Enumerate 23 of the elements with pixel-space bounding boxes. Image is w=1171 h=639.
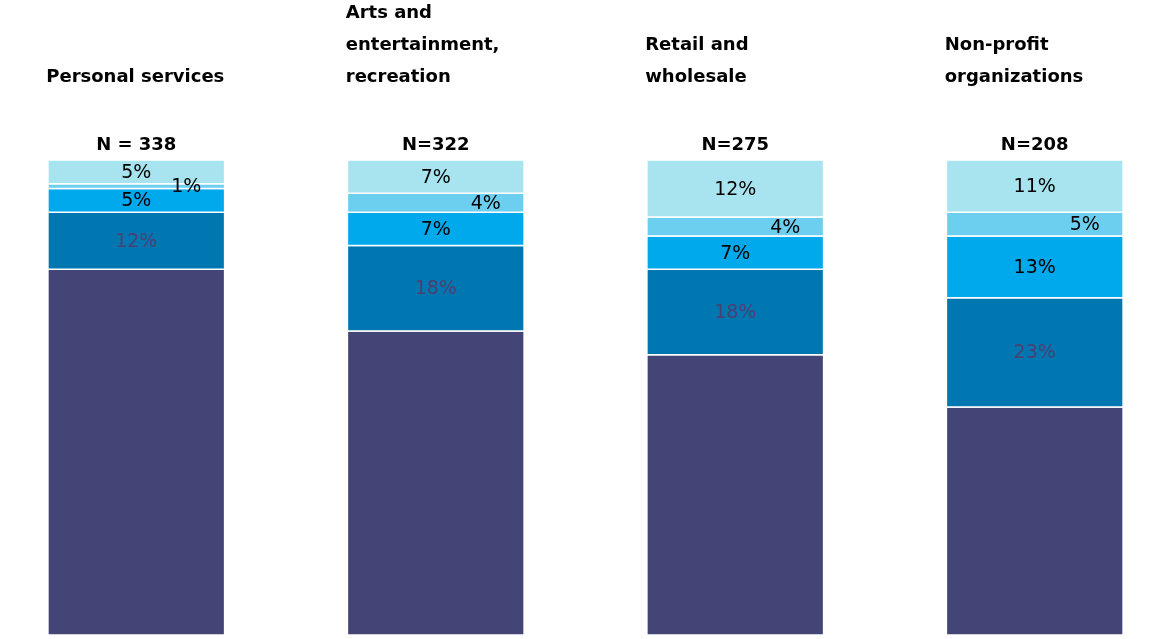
annotation: N=208 <box>1000 133 1069 154</box>
x-tick-label: Personal services <box>46 65 225 86</box>
annotation: N=275 <box>701 133 770 154</box>
data-label: 12% <box>714 176 757 199</box>
data-label: 18% <box>414 276 457 299</box>
data-label: 23% <box>1013 340 1056 363</box>
data-label: 12% <box>115 228 158 251</box>
data-label: 7% <box>720 240 751 263</box>
data-label: 13% <box>1013 254 1056 277</box>
data-label: 4% <box>770 214 801 237</box>
data-label: 18% <box>714 300 757 322</box>
data-label: 5% <box>121 188 152 211</box>
data-label: 4% <box>470 190 501 213</box>
data-label: 7% <box>420 164 451 187</box>
data-label: 5% <box>121 159 152 182</box>
data-label: 7% <box>420 216 451 239</box>
x-tick-label: Non-profit organizations <box>944 33 1084 86</box>
annotation: N = 338 <box>96 133 177 154</box>
data-label: 11% <box>1013 174 1056 197</box>
annotation: N=322 <box>401 133 470 154</box>
x-tick-label: Retail and wholesale <box>645 33 749 86</box>
x-tick-label: Arts and entertainment, recreation <box>345 1 500 86</box>
data-label: 5% <box>1069 212 1100 235</box>
